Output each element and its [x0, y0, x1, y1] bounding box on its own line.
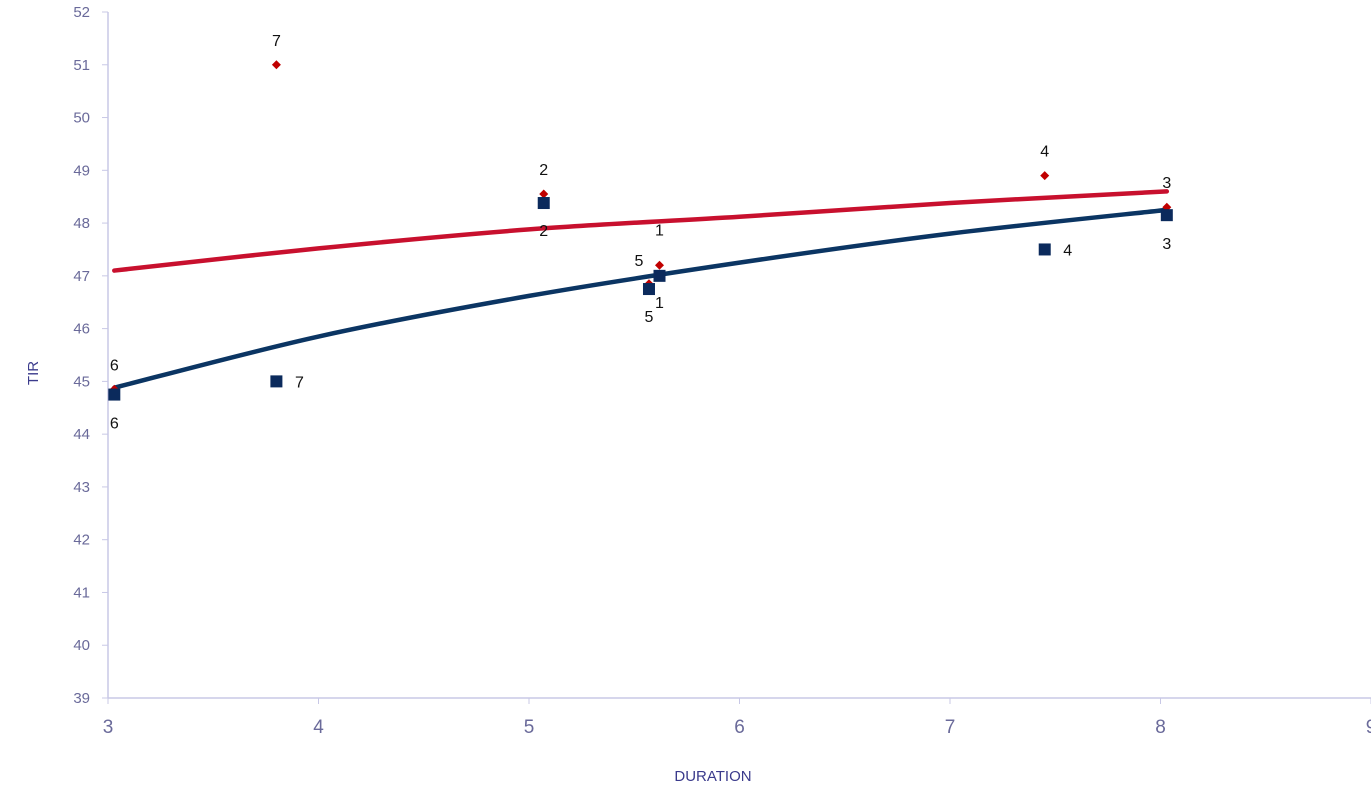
point-label: 2 — [539, 223, 548, 240]
y-tick-label: 47 — [73, 268, 90, 285]
data-points — [108, 60, 1173, 401]
trendline-series-1 — [112, 189, 1170, 273]
data-point-labels: 1 2 3 4 5 6 7 1 2 3 4 5 6 7 — [110, 33, 1171, 433]
diamond-point — [539, 189, 549, 199]
y-tick-label: 42 — [73, 532, 90, 549]
diamond-point — [1040, 171, 1050, 181]
square-point — [642, 283, 655, 296]
x-tick-label: 5 — [524, 717, 535, 738]
square-point — [270, 375, 283, 388]
point-label: 2 — [539, 162, 548, 179]
point-label: 5 — [635, 253, 644, 270]
y-tick-label: 40 — [73, 637, 90, 654]
x-tick-label: 4 — [313, 717, 324, 738]
x-tick-label: 7 — [945, 717, 956, 738]
x-tick-label: 3 — [103, 717, 114, 738]
square-point — [537, 197, 550, 210]
y-axis-ticks: 39 40 41 42 43 44 45 46 47 48 49 50 51 52 — [73, 4, 108, 707]
y-tick-label: 43 — [73, 479, 90, 496]
y-tick-label: 46 — [73, 321, 90, 338]
square-point — [653, 269, 666, 282]
point-label: 4 — [1040, 144, 1049, 161]
y-tick-label: 49 — [73, 162, 90, 179]
y-tick-label: 50 — [73, 110, 90, 127]
point-label: 6 — [110, 416, 119, 433]
x-axis-ticks: 3 4 5 6 7 8 9 — [103, 698, 1371, 738]
y-tick-label: 41 — [73, 584, 90, 601]
point-label: 6 — [110, 357, 119, 374]
y-axis-title: TIR — [25, 361, 42, 385]
x-tick-label: 9 — [1366, 717, 1371, 738]
point-label: 7 — [295, 374, 304, 391]
diamond-point — [655, 260, 665, 270]
diamond-point — [271, 60, 281, 70]
trendline-series-2 — [112, 207, 1170, 390]
point-label: 4 — [1063, 242, 1072, 259]
y-tick-label: 45 — [73, 373, 90, 390]
x-axis-title: DURATION — [674, 768, 751, 785]
trendlines — [112, 189, 1170, 390]
point-label: 7 — [272, 33, 281, 50]
x-tick-label: 8 — [1155, 717, 1166, 738]
point-label: 1 — [655, 222, 664, 239]
x-tick-label: 6 — [734, 717, 745, 738]
point-label: 1 — [655, 295, 664, 312]
point-label: 5 — [645, 309, 654, 326]
square-point — [108, 388, 121, 401]
point-label: 3 — [1162, 236, 1171, 253]
y-tick-label: 39 — [73, 690, 90, 707]
square-point — [1160, 209, 1173, 222]
point-label: 3 — [1162, 175, 1171, 192]
y-tick-label: 48 — [73, 215, 90, 232]
y-tick-label: 44 — [73, 426, 90, 443]
y-tick-label: 51 — [73, 57, 90, 74]
y-tick-label: 52 — [73, 4, 90, 21]
square-point — [1038, 243, 1051, 256]
